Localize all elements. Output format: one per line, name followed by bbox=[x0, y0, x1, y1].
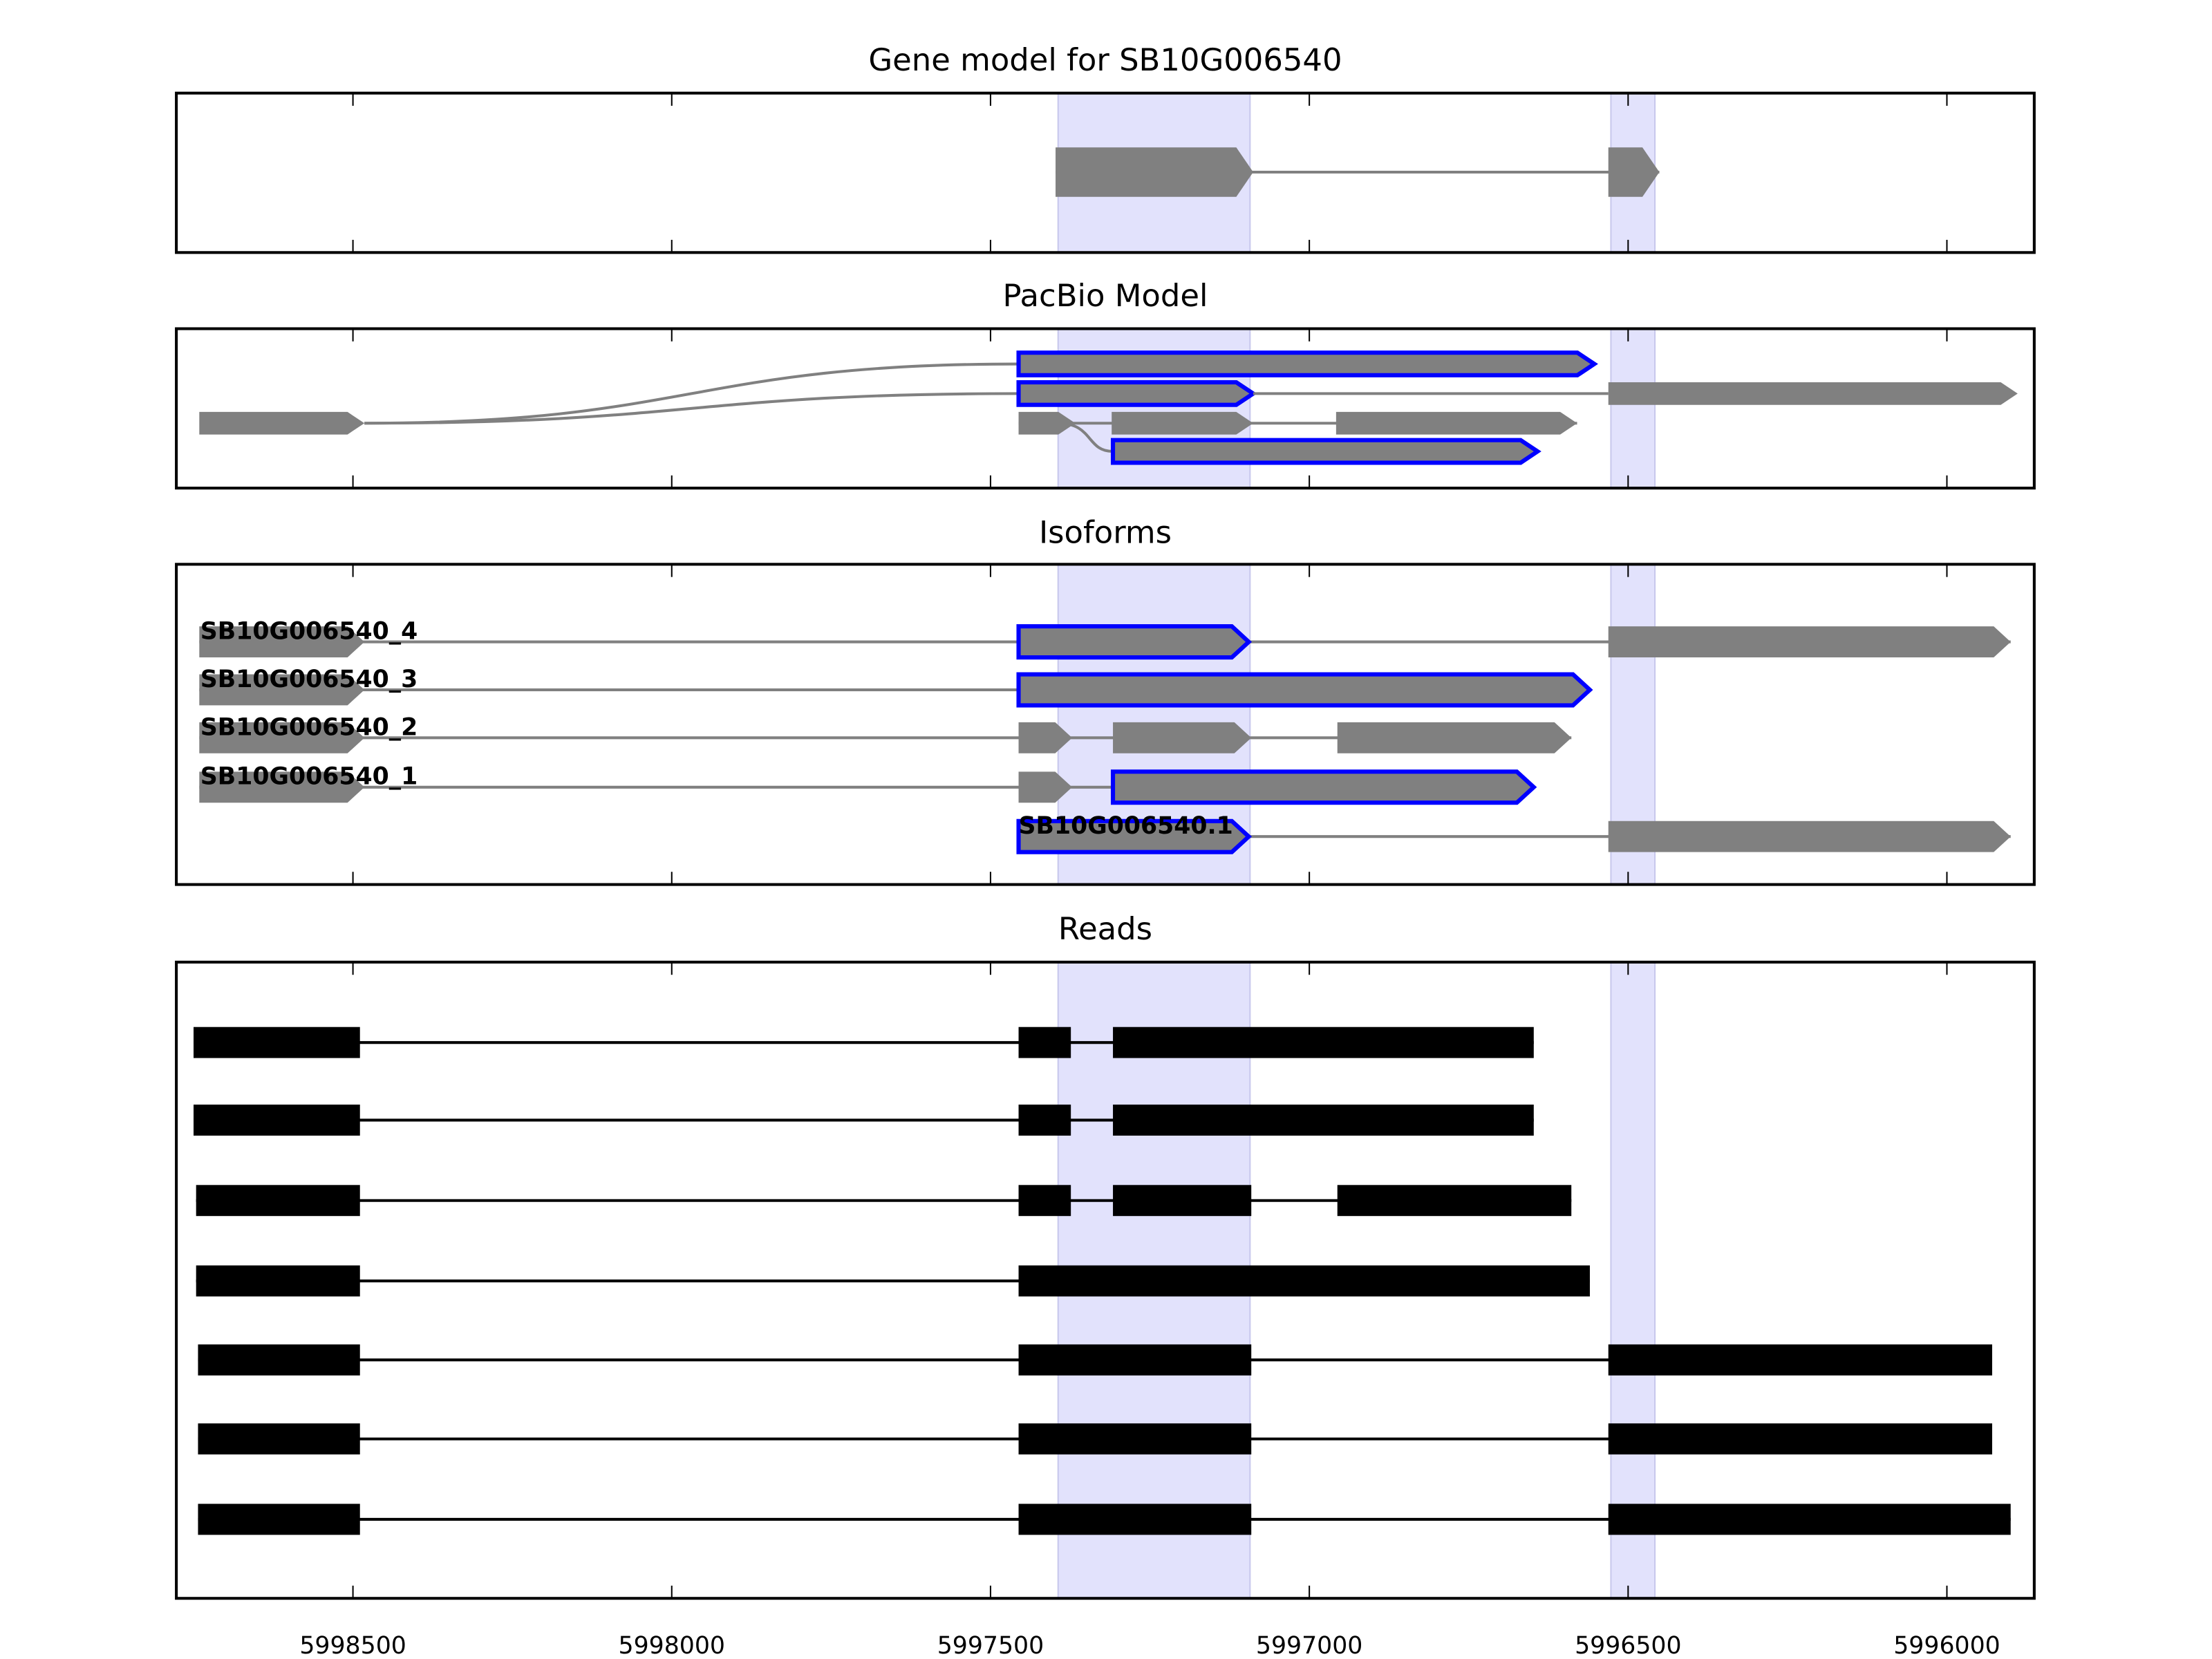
exon bbox=[199, 411, 365, 435]
read-block bbox=[1113, 1027, 1534, 1058]
read-block bbox=[1608, 1423, 1992, 1455]
exon bbox=[199, 722, 365, 753]
transcript-track bbox=[364, 350, 1598, 425]
exon bbox=[199, 626, 365, 658]
transcript-track bbox=[364, 380, 1257, 425]
read-block bbox=[1018, 1423, 1252, 1455]
x-tick-label: 5998000 bbox=[619, 1632, 726, 1659]
splice-connector bbox=[364, 392, 1019, 425]
exon bbox=[199, 674, 365, 706]
exon bbox=[1335, 411, 1577, 435]
exon bbox=[1056, 147, 1253, 197]
panel-title: Isoforms bbox=[1039, 514, 1172, 551]
transcript-track: SB10G006540_2 bbox=[199, 713, 1572, 753]
exon bbox=[1018, 411, 1076, 435]
transcript-track bbox=[1253, 382, 2018, 405]
x-tick-label: 5997500 bbox=[937, 1632, 1044, 1659]
panel-1: PacBio Model bbox=[175, 277, 2036, 490]
exon bbox=[1016, 350, 1598, 377]
panel-0: Gene model for SB10G006540 bbox=[175, 41, 2036, 254]
transcript-track bbox=[1058, 422, 1541, 465]
transcript-track: SB10G006540_4 bbox=[199, 617, 2011, 660]
panel-title: Gene model for SB10G006540 bbox=[868, 41, 1342, 78]
read bbox=[196, 1265, 1590, 1297]
panel-2: Isoforms SB10G006540_4 SB10G006540_3 SB10G0… bbox=[175, 514, 2036, 886]
read-block bbox=[194, 1104, 360, 1136]
x-tick-label: 5996500 bbox=[1575, 1632, 1682, 1659]
panel-frame bbox=[175, 327, 2036, 490]
splice-connector bbox=[1058, 422, 1114, 453]
read-block bbox=[1608, 1344, 1992, 1376]
read-block bbox=[1113, 1185, 1252, 1217]
x-tick-label: 5998500 bbox=[299, 1632, 406, 1659]
read-block bbox=[1018, 1104, 1071, 1136]
transcript-track bbox=[1056, 147, 1660, 197]
read bbox=[194, 1027, 1534, 1058]
isoform-label: SB10G006540_1 bbox=[200, 763, 418, 791]
exon bbox=[1016, 672, 1593, 708]
isoform-label: SB10G006540_3 bbox=[200, 666, 418, 693]
exon bbox=[1608, 147, 1660, 197]
exon bbox=[1608, 382, 2018, 405]
exon bbox=[1337, 722, 1572, 753]
panel-frame bbox=[175, 563, 2036, 886]
panel-frame bbox=[175, 960, 2036, 1600]
panel-3: Reads bbox=[175, 910, 2036, 1600]
highlight-region bbox=[1610, 961, 1656, 1600]
read-block bbox=[196, 1185, 360, 1217]
isoform-label: SB10G006540_2 bbox=[200, 713, 418, 741]
read-block bbox=[1018, 1185, 1071, 1217]
x-tick-label: 5997000 bbox=[1256, 1632, 1363, 1659]
read-block bbox=[1018, 1265, 1590, 1297]
panel-title: Reads bbox=[1058, 910, 1152, 947]
read bbox=[198, 1344, 1992, 1376]
exon bbox=[1018, 722, 1073, 753]
transcript-track: SB10G006540_1 bbox=[199, 763, 1537, 805]
exon bbox=[1016, 818, 1253, 854]
read-block bbox=[198, 1344, 360, 1376]
panel-title: PacBio Model bbox=[1003, 277, 1208, 314]
read-block bbox=[1608, 1503, 2011, 1535]
read bbox=[198, 1423, 1992, 1455]
exon bbox=[1113, 722, 1252, 753]
panel-frame bbox=[175, 91, 2036, 254]
read-block bbox=[198, 1503, 360, 1535]
read bbox=[198, 1503, 2011, 1535]
read-block bbox=[1337, 1185, 1572, 1217]
exon bbox=[1016, 624, 1253, 660]
exon bbox=[199, 771, 365, 803]
exon bbox=[1110, 769, 1537, 805]
exon bbox=[1110, 438, 1541, 465]
exon bbox=[1112, 411, 1253, 435]
read-block bbox=[1018, 1344, 1252, 1376]
exon bbox=[1018, 771, 1073, 803]
isoform-label: SB10G006540.1 bbox=[1019, 812, 1233, 840]
read bbox=[196, 1185, 1572, 1217]
transcript-track bbox=[1018, 411, 1577, 435]
exon bbox=[1608, 821, 2011, 852]
read bbox=[194, 1104, 1534, 1136]
exon bbox=[1016, 380, 1257, 407]
read-block bbox=[1018, 1027, 1071, 1058]
highlight-region bbox=[1610, 328, 1656, 489]
isoform-label: SB10G006540_4 bbox=[200, 617, 418, 645]
read-block bbox=[196, 1265, 360, 1297]
x-tick-label: 5996000 bbox=[1893, 1632, 2000, 1659]
read-block bbox=[194, 1027, 360, 1058]
read-block bbox=[1113, 1104, 1534, 1136]
exon bbox=[1608, 626, 2011, 658]
read-block bbox=[198, 1423, 360, 1455]
transcript-track: SB10G006540_3 bbox=[199, 666, 1593, 708]
read-block bbox=[1018, 1503, 1252, 1535]
transcript-track bbox=[199, 411, 365, 435]
transcript-track: SB10G006540.1 bbox=[1016, 812, 2011, 854]
splice-connector bbox=[364, 362, 1019, 425]
